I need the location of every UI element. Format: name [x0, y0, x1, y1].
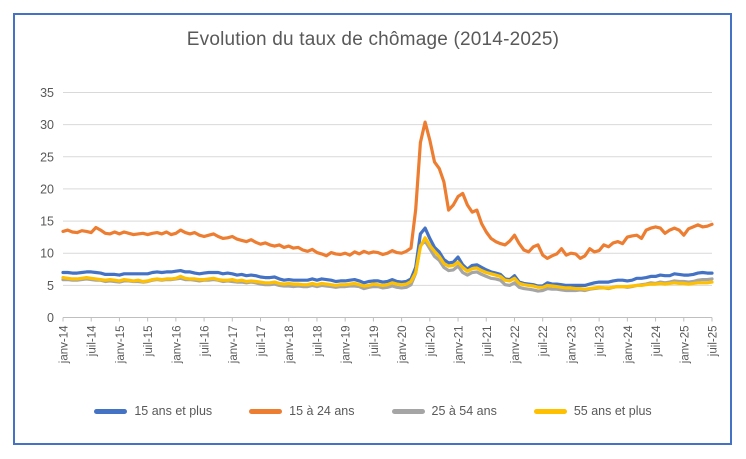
x-tick-label: juil-21	[482, 326, 494, 358]
legend-swatch	[94, 408, 128, 414]
x-tick-label: juil-19	[369, 326, 381, 358]
x-tick-label: juil-20	[425, 326, 437, 358]
y-tick-label: 25	[40, 150, 54, 164]
chart-title: Evolution du taux de chômage (2014-2025)	[186, 29, 560, 50]
x-tick-label: juil-16	[200, 326, 212, 358]
series-line-15-à-24-ans	[61, 120, 714, 260]
x-tick-label: janv-25	[679, 326, 691, 365]
y-tick-label: 0	[47, 311, 54, 325]
legend-item-25-à-54-ans: 25 à 54 ans	[391, 404, 497, 418]
legend-label: 25 à 54 ans	[431, 404, 497, 418]
chart-legend: 15 ans et plus 15 à 24 ans 25 à 54 ans 55 a…	[0, 404, 746, 418]
legend-item-15-à-24-ans: 15 à 24 ans	[249, 404, 355, 418]
y-tick-label: 35	[40, 86, 54, 100]
x-tick-label: juil-17	[256, 326, 268, 358]
x-tick-label: janv-18	[284, 326, 296, 365]
series-lines	[61, 120, 714, 293]
y-tick-label: 15	[40, 215, 54, 229]
legend-label: 55 ans et plus	[573, 404, 652, 418]
x-tick-label: janv-20	[397, 326, 409, 365]
x-axis	[62, 317, 713, 322]
chart-frame	[13, 13, 732, 445]
x-tick-label: juil-14	[87, 325, 99, 357]
x-tick-label: juil-25	[708, 326, 720, 358]
x-tick-label: janv-22	[510, 326, 522, 365]
x-tick-label: juil-24	[651, 325, 663, 357]
x-tick-label: juil-15	[143, 326, 155, 358]
legend-item-55-ans-et-plus: 55 ans et plus	[533, 404, 652, 418]
x-tick-label: janv-23	[566, 326, 578, 365]
legend-label: 15 à 24 ans	[289, 404, 355, 418]
x-tick-label: janv-19	[341, 326, 353, 365]
x-tick-label: juil-22	[538, 326, 550, 358]
x-tick-label: juil-18	[312, 326, 324, 358]
x-tick-label: janv-16	[171, 326, 183, 365]
x-tick-label: janv-21	[454, 326, 466, 365]
y-tick-label: 20	[40, 182, 54, 196]
y-tick-label: 30	[40, 118, 54, 132]
series-line-15-ans-et-plus	[61, 226, 714, 288]
y-axis-labels: 0 5 10 15 20 25 30 35	[40, 86, 54, 325]
series-line-55-ans-et-plus	[61, 236, 714, 291]
x-tick-label: janv-17	[228, 326, 240, 365]
x-tick-label: janv-15	[115, 326, 127, 365]
x-tick-label: juil-23	[595, 326, 607, 358]
y-tick-label: 5	[47, 279, 54, 293]
y-tick-label: 10	[40, 247, 54, 261]
legend-swatch	[533, 408, 567, 414]
x-tick-label: janv-14	[59, 325, 71, 364]
legend-item-15-ans-et-plus: 15 ans et plus	[94, 404, 212, 418]
legend-swatch	[249, 408, 283, 414]
legend-swatch	[391, 408, 425, 414]
legend-label: 15 ans et plus	[134, 404, 213, 418]
x-axis-labels: janv-14 juil-14 janv-15 juil-15 janv-16 juil-…	[59, 325, 720, 364]
x-tick-label: janv-24	[623, 325, 635, 364]
